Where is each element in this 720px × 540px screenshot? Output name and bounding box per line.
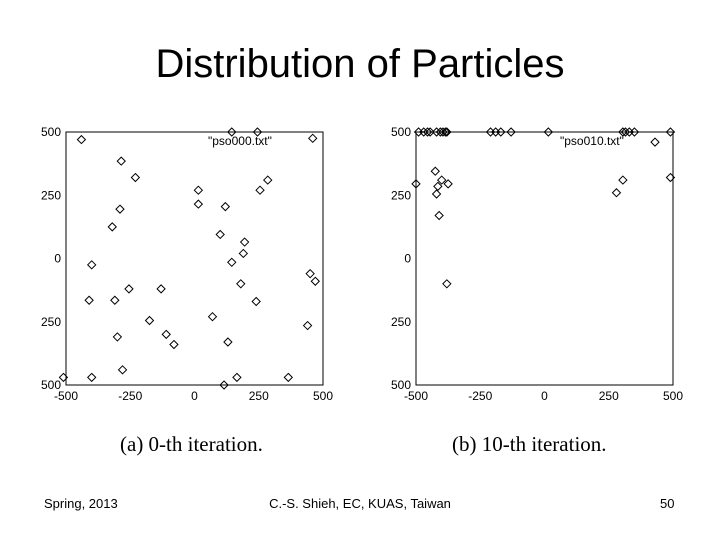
particle-point [239, 237, 250, 247]
particle-point [436, 175, 447, 185]
particle-point [442, 279, 452, 289]
y-tick-label: 500 [41, 125, 61, 139]
particle-point [107, 222, 117, 232]
particle-point [236, 279, 246, 289]
particle-point [238, 248, 249, 259]
particle-point [219, 380, 229, 390]
legend-label: "pso000.txt" [208, 134, 272, 148]
x-tick-label: 250 [599, 389, 619, 403]
particle-point [440, 127, 451, 137]
particle-point [263, 175, 273, 185]
particle-point [302, 320, 313, 331]
particle-point [112, 332, 123, 342]
particle-point [422, 127, 433, 137]
particle-point [251, 296, 261, 307]
particle-point [58, 372, 69, 383]
particle-point [227, 127, 237, 137]
particle-point [419, 127, 429, 137]
particle-point [618, 175, 628, 185]
particle-point [84, 295, 94, 305]
y-tick-label: 500 [391, 125, 411, 139]
particle-point [650, 137, 660, 147]
y-tick-label: 250 [391, 188, 411, 202]
plot-frame [65, 131, 324, 386]
particle-point [430, 166, 440, 176]
particle-point [611, 188, 622, 198]
particle-point [86, 260, 97, 270]
particle-point [76, 134, 87, 145]
particle-point [130, 172, 141, 183]
scatter-plot-iteration-10: "pso010.txt" -500 -250 0 250 500 500 250 0 250 50… [391, 125, 683, 403]
particle-point [193, 199, 204, 209]
particle-point [169, 339, 179, 350]
particle-point [124, 284, 134, 294]
particle-point [161, 329, 171, 340]
particle-point [308, 133, 318, 144]
particle-point [156, 284, 166, 294]
particle-point [496, 127, 506, 137]
footer-page-number: 50 [660, 496, 675, 511]
x-tick-label: 250 [249, 389, 269, 403]
particle-point [434, 210, 444, 221]
particle-point [227, 257, 237, 268]
particle-point [438, 127, 448, 137]
x-tick-label: 500 [313, 389, 333, 403]
particle-point [506, 127, 516, 137]
footer-date: Spring, 2013 [44, 496, 118, 511]
particle-point [411, 179, 421, 189]
particle-point [207, 311, 218, 322]
y-tick-label: 0 [404, 252, 411, 266]
particle-point [86, 372, 97, 383]
particle-point [116, 156, 126, 166]
particle-point [215, 229, 225, 240]
x-tick-label: -500 [54, 389, 78, 403]
particle-point [618, 127, 628, 137]
y-tick-label: 250 [41, 315, 61, 329]
legend-label: "pso010.txt" [560, 134, 624, 148]
particle-point [629, 127, 640, 137]
y-tick-label: 250 [41, 188, 61, 202]
particle-point [620, 127, 631, 137]
x-tick-label: -250 [468, 389, 492, 403]
plot-frame [415, 131, 674, 386]
y-tick-label: 500 [391, 378, 411, 392]
particle-point [431, 189, 442, 199]
particle-point [255, 185, 265, 195]
particle-point [310, 276, 320, 286]
x-tick-label: 0 [541, 389, 548, 403]
x-tick-label: 0 [191, 389, 198, 403]
particle-point [110, 295, 120, 305]
particle-point [443, 179, 453, 189]
particle-point [425, 127, 435, 137]
x-tick-label: 500 [663, 389, 683, 403]
particle-point [252, 127, 263, 137]
slide-title: Distribution of Particles [155, 42, 565, 86]
y-tick-label: 250 [391, 315, 411, 329]
particle-point [117, 365, 128, 375]
particle-point [220, 201, 231, 212]
particle-point [232, 372, 242, 383]
particle-point [144, 315, 155, 326]
particle-point [543, 127, 554, 137]
particle-point [283, 372, 294, 383]
particle-point [115, 204, 125, 214]
scatter-plot-iteration-0: "pso000.txt" -500 -250 0 250 500 500 250 0 250 50… [41, 125, 333, 403]
footer-author: C.-S. Shieh, EC, KUAS, Taiwan [269, 496, 451, 511]
caption-iteration-0: (a) 0-th iteration. [120, 432, 263, 456]
particle-point [665, 172, 676, 183]
particle-point [431, 127, 442, 137]
caption-iteration-10: (b) 10-th iteration. [452, 432, 607, 456]
particle-point [305, 268, 315, 279]
particle-point [433, 181, 443, 192]
x-tick-label: -500 [404, 389, 428, 403]
particle-point [193, 185, 204, 195]
particle-point [665, 127, 676, 137]
particle-point [223, 337, 233, 347]
x-tick-label: -250 [118, 389, 142, 403]
particle-point [442, 127, 452, 137]
y-tick-label: 0 [54, 252, 61, 266]
y-tick-label: 500 [41, 378, 61, 392]
